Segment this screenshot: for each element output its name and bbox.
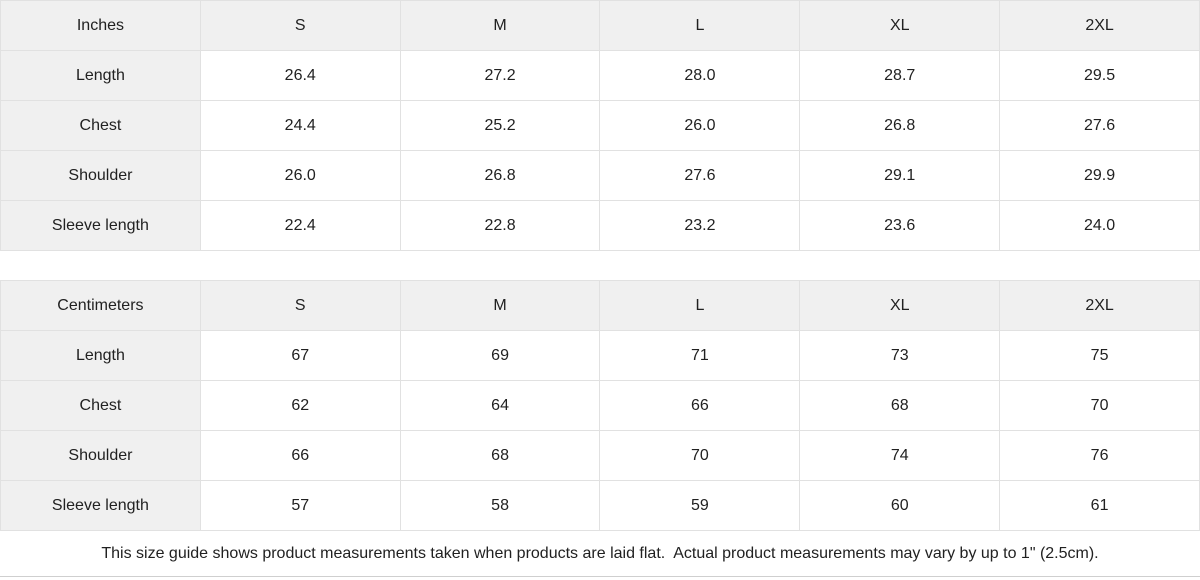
size-value-cell: 62 (199, 380, 401, 431)
size-value-cell: 71 (599, 330, 801, 381)
size-value-cell: 61 (999, 480, 1200, 531)
size-value-cell: 26.4 (199, 50, 401, 101)
size-col-header-xl: XL (799, 0, 1001, 51)
size-table-centimeters: Centimeters S M L XL 2XL Length 67 69 71… (0, 280, 1200, 531)
size-value-cell: 76 (999, 430, 1200, 481)
table-row-sleeve-length: Sleeve length 57 58 59 60 61 (0, 480, 1200, 531)
size-value-cell: 29.1 (799, 150, 1001, 201)
size-value-cell: 67 (199, 330, 401, 381)
size-col-header-2xl: 2XL (999, 280, 1200, 331)
table-row-shoulder: Shoulder 66 68 70 74 76 (0, 430, 1200, 481)
size-col-header-m: M (399, 0, 601, 51)
size-value-cell: 26.0 (199, 150, 401, 201)
size-value-cell: 70 (599, 430, 801, 481)
size-value-cell: 69 (399, 330, 601, 381)
row-label: Shoulder (0, 430, 201, 481)
size-value-cell: 27.6 (999, 100, 1200, 151)
size-value-cell: 59 (599, 480, 801, 531)
size-table-inches: Inches S M L XL 2XL Length 26.4 27.2 28.… (0, 0, 1200, 251)
row-label: Sleeve length (0, 480, 201, 531)
size-col-header-xl: XL (799, 280, 1001, 331)
row-label: Shoulder (0, 150, 201, 201)
unit-header-cell: Inches (0, 0, 201, 51)
size-col-header-l: L (599, 0, 801, 51)
size-col-header-2xl: 2XL (999, 0, 1200, 51)
size-value-cell: 73 (799, 330, 1001, 381)
size-value-cell: 29.5 (999, 50, 1200, 101)
size-col-header-l: L (599, 280, 801, 331)
unit-header-cell: Centimeters (0, 280, 201, 331)
size-value-cell: 57 (199, 480, 401, 531)
size-col-header-m: M (399, 280, 601, 331)
table-row-chest: Chest 24.4 25.2 26.0 26.8 27.6 (0, 100, 1200, 151)
size-value-cell: 27.2 (399, 50, 601, 101)
size-value-cell: 68 (399, 430, 601, 481)
row-label: Length (0, 50, 201, 101)
table-row-chest: Chest 62 64 66 68 70 (0, 380, 1200, 431)
size-value-cell: 25.2 (399, 100, 601, 151)
row-label: Sleeve length (0, 200, 201, 251)
size-value-cell: 28.0 (599, 50, 801, 101)
size-value-cell: 64 (399, 380, 601, 431)
size-value-cell: 60 (799, 480, 1001, 531)
size-value-cell: 58 (399, 480, 601, 531)
table-row-length: Length 26.4 27.2 28.0 28.7 29.5 (0, 50, 1200, 101)
size-value-cell: 29.9 (999, 150, 1200, 201)
size-value-cell: 70 (999, 380, 1200, 431)
size-value-cell: 66 (199, 430, 401, 481)
table-header-row: Inches S M L XL 2XL (0, 0, 1200, 51)
row-label: Chest (0, 100, 201, 151)
table-row-sleeve-length: Sleeve length 22.4 22.8 23.2 23.6 24.0 (0, 200, 1200, 251)
size-value-cell: 27.6 (599, 150, 801, 201)
table-row-shoulder: Shoulder 26.0 26.8 27.6 29.1 29.9 (0, 150, 1200, 201)
size-value-cell: 66 (599, 380, 801, 431)
table-row-length: Length 67 69 71 73 75 (0, 330, 1200, 381)
size-value-cell: 68 (799, 380, 1001, 431)
table-spacer (0, 251, 1200, 280)
size-guide-note: This size guide shows product measuremen… (0, 531, 1200, 577)
size-value-cell: 23.6 (799, 200, 1001, 251)
size-value-cell: 26.0 (599, 100, 801, 151)
size-value-cell: 24.4 (199, 100, 401, 151)
size-value-cell: 24.0 (999, 200, 1200, 251)
row-label: Length (0, 330, 201, 381)
size-value-cell: 22.8 (399, 200, 601, 251)
size-value-cell: 26.8 (399, 150, 601, 201)
size-value-cell: 22.4 (199, 200, 401, 251)
size-col-header-s: S (199, 280, 401, 331)
table-header-row: Centimeters S M L XL 2XL (0, 280, 1200, 331)
size-col-header-s: S (199, 0, 401, 51)
row-label: Chest (0, 380, 201, 431)
size-value-cell: 74 (799, 430, 1001, 481)
size-value-cell: 28.7 (799, 50, 1001, 101)
size-value-cell: 26.8 (799, 100, 1001, 151)
size-value-cell: 23.2 (599, 200, 801, 251)
size-value-cell: 75 (999, 330, 1200, 381)
